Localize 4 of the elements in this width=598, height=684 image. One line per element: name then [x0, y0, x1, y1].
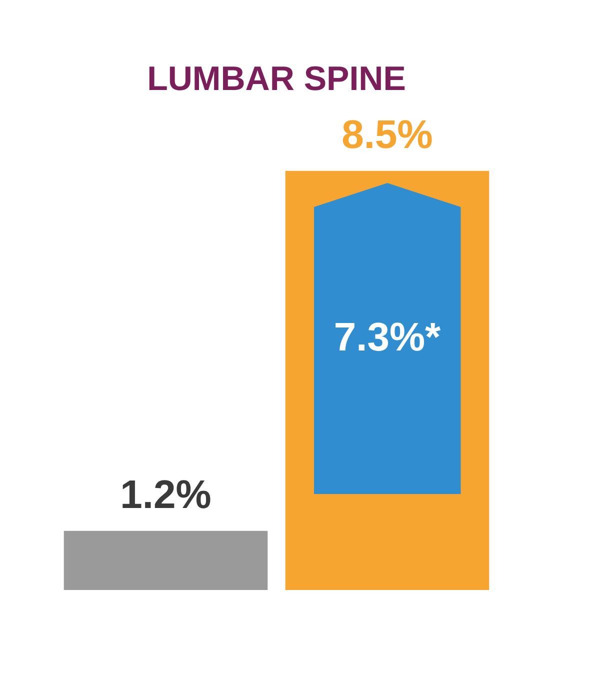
chart-title: LUMBAR SPINE — [147, 60, 406, 98]
annotation: 7.3%* — [334, 316, 441, 361]
data-label: 8.5% — [342, 112, 433, 157]
data-label: 1.2% — [120, 472, 212, 517]
